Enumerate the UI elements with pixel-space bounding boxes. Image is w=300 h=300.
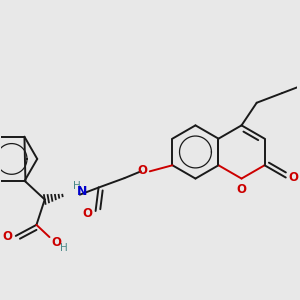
Text: N: N — [76, 185, 87, 198]
Text: O: O — [236, 183, 247, 196]
Text: O: O — [51, 236, 62, 250]
Text: O: O — [83, 208, 93, 220]
Text: O: O — [289, 171, 298, 184]
Text: O: O — [137, 164, 147, 177]
Text: O: O — [2, 230, 12, 243]
Text: H: H — [60, 243, 68, 253]
Text: H: H — [73, 181, 81, 191]
